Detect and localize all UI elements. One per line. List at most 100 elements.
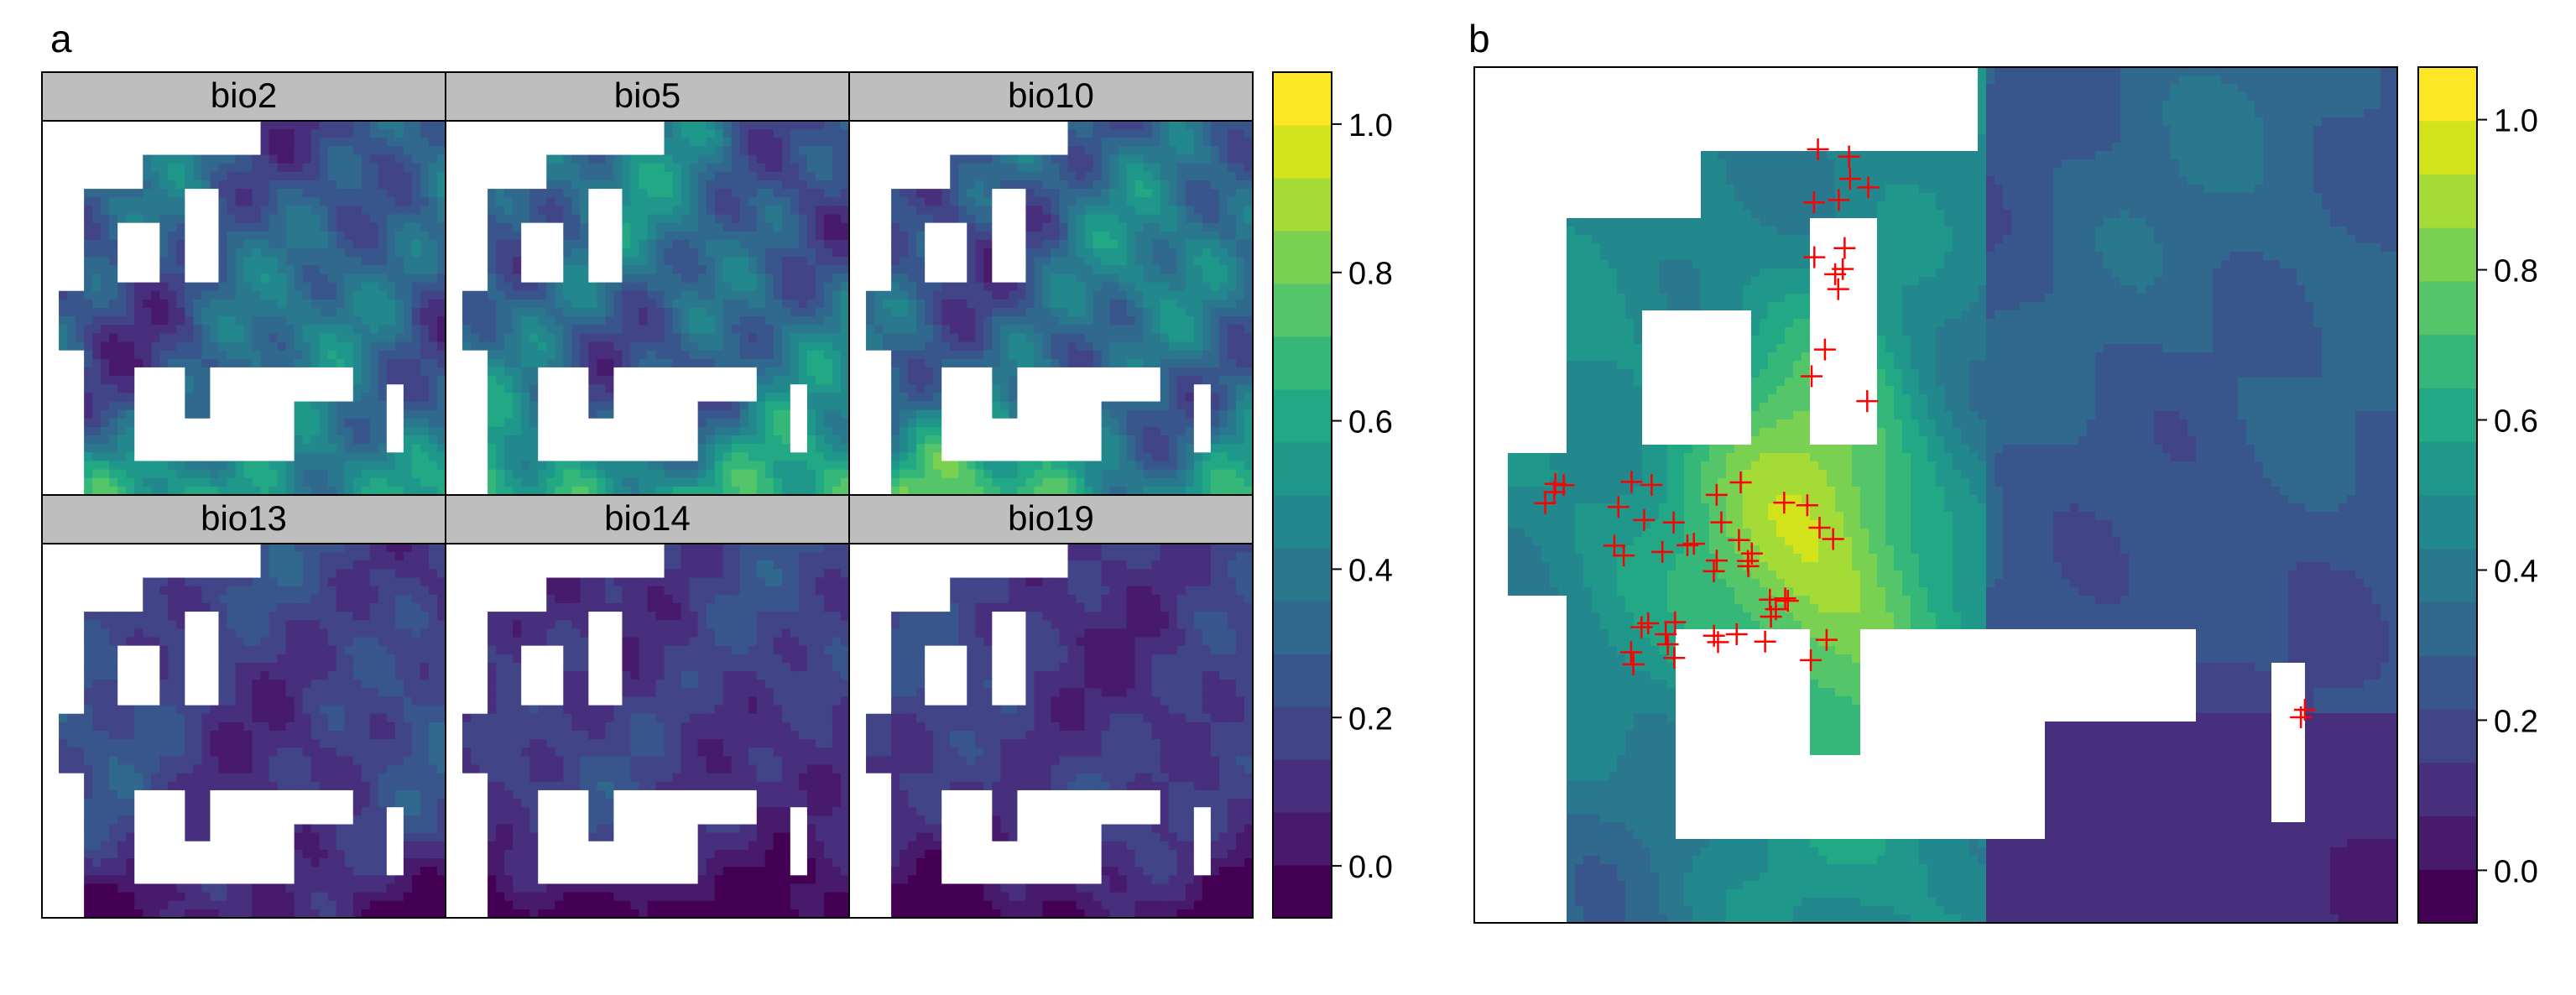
raster-cell	[622, 376, 632, 385]
raster-cell	[781, 257, 791, 266]
raster-cell	[50, 426, 60, 436]
raster-cell	[647, 180, 657, 190]
raster-cell	[773, 248, 783, 258]
raster-cell	[193, 393, 202, 403]
raster-cell	[622, 393, 632, 403]
raster-cell	[369, 444, 379, 453]
raster-cell	[386, 222, 396, 232]
raster-cell	[672, 409, 682, 419]
raster-cell	[622, 129, 632, 138]
raster-cell	[916, 231, 926, 241]
raster-cell	[446, 367, 455, 377]
raster-cell	[378, 435, 388, 445]
raster-cell	[622, 290, 632, 300]
raster-cell	[394, 486, 404, 496]
raster-cell	[420, 393, 430, 403]
raster-cell	[59, 435, 68, 445]
raster-cell	[193, 316, 202, 326]
raster-cell	[294, 333, 304, 343]
raster-cell	[168, 469, 177, 479]
raster-cell	[176, 231, 185, 241]
raster-cell	[513, 333, 522, 343]
raster-cell	[454, 239, 463, 249]
raster-cell	[739, 384, 749, 393]
raster-cell	[588, 290, 597, 300]
raster-cell	[639, 282, 649, 292]
raster-cell	[504, 180, 514, 190]
raster-cell	[815, 239, 825, 249]
raster-cell	[420, 180, 430, 190]
raster-cell	[462, 333, 472, 343]
raster-cell	[386, 189, 396, 198]
raster-cell	[731, 358, 741, 368]
raster-cell	[1126, 180, 1136, 190]
raster-cell	[420, 435, 430, 445]
raster-cell	[622, 486, 632, 496]
raster-cell	[622, 426, 632, 436]
raster-cell	[664, 257, 674, 266]
raster-cell	[647, 265, 657, 275]
raster-cell	[143, 477, 152, 487]
raster-cell	[672, 154, 682, 164]
raster-cell	[269, 435, 279, 445]
raster-cell	[403, 418, 413, 428]
raster-cell	[739, 435, 749, 445]
raster-cell	[218, 325, 228, 335]
raster-cell	[1193, 138, 1203, 148]
raster-cell	[756, 257, 766, 266]
raster-cell	[210, 129, 220, 138]
raster-cell	[134, 350, 143, 360]
raster-cell	[555, 282, 564, 292]
raster-cell	[655, 426, 665, 436]
raster-cell	[134, 393, 143, 403]
raster-cell	[344, 486, 354, 496]
raster-cell	[815, 316, 825, 326]
raster-cell	[555, 290, 564, 300]
raster-cell	[806, 121, 816, 130]
raster-cell	[117, 477, 127, 487]
raster-cell	[59, 265, 68, 275]
raster-cell	[50, 477, 60, 487]
raster-cell	[739, 367, 749, 377]
raster-cell	[462, 350, 472, 360]
raster-cell	[411, 469, 421, 479]
raster-cell	[748, 469, 758, 479]
raster-cell	[555, 358, 564, 368]
raster-cell	[605, 350, 615, 360]
raster-cell	[950, 197, 959, 206]
raster-cell	[664, 138, 674, 148]
raster-cell	[916, 163, 926, 173]
raster-cell	[479, 452, 488, 462]
raster-cell	[672, 214, 682, 224]
raster-cell	[428, 282, 438, 292]
raster-cell	[117, 358, 127, 368]
raster-cell	[277, 461, 287, 471]
raster-cell	[664, 121, 674, 130]
raster-cell	[1202, 231, 1212, 241]
raster-cell	[580, 222, 589, 232]
raster-cell	[436, 154, 446, 164]
raster-cell	[294, 367, 304, 377]
raster-cell	[496, 444, 505, 453]
raster-cell	[563, 418, 572, 428]
raster-cell	[563, 171, 572, 181]
raster-cell	[580, 393, 589, 403]
raster-cell	[639, 239, 649, 249]
raster-cell	[1160, 146, 1170, 156]
raster-cell	[1118, 129, 1128, 138]
raster-cell	[941, 129, 951, 138]
raster-cell	[84, 333, 93, 343]
raster-cell	[109, 350, 118, 360]
raster-cell	[471, 384, 480, 393]
raster-cell	[302, 426, 312, 436]
raster-cell	[252, 393, 262, 403]
raster-cell	[176, 308, 185, 317]
raster-cell	[1244, 214, 1254, 224]
raster-cell	[815, 333, 825, 343]
raster-cell	[302, 290, 312, 300]
raster-cell	[378, 333, 388, 343]
raster-cell	[436, 477, 446, 487]
raster-cell	[1202, 129, 1212, 138]
raster-cell	[555, 214, 564, 224]
raster-cell	[361, 257, 371, 266]
